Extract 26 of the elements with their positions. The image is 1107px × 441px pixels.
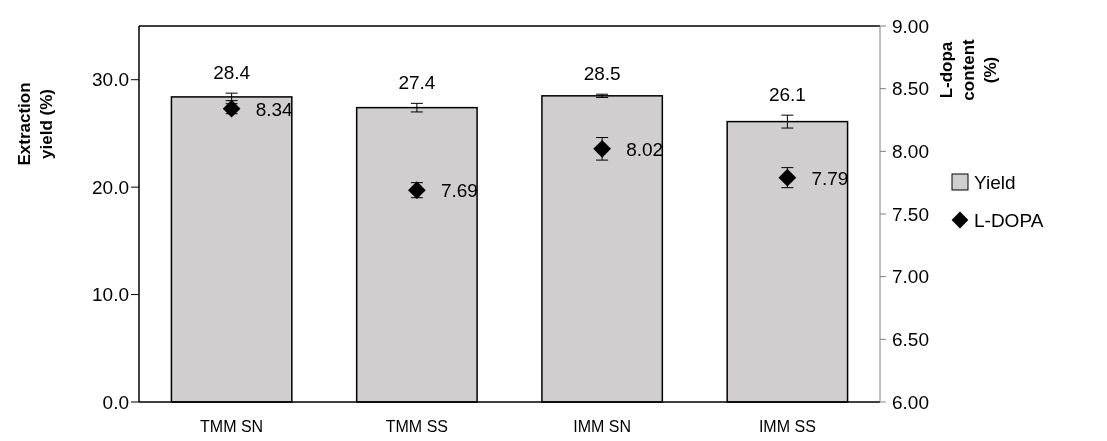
y2-tick-label: 8.00 bbox=[892, 140, 929, 162]
x-tick-label: IMM SS bbox=[758, 418, 816, 435]
y2-tick-label: 6.00 bbox=[892, 391, 929, 413]
y2-tick-label: 9.00 bbox=[892, 15, 929, 37]
data-label: 7.79 bbox=[811, 167, 849, 189]
data-label: 28.4 bbox=[213, 62, 251, 84]
y2-tick-label: 7.00 bbox=[892, 266, 929, 288]
legend-label: Yield bbox=[974, 171, 1016, 193]
y2-tick-label: 6.50 bbox=[892, 328, 929, 350]
y-tick-label: 10.0 bbox=[92, 284, 129, 306]
x-tick-label: IMM SN bbox=[573, 418, 632, 435]
y-tick-label: 30.0 bbox=[92, 69, 129, 91]
data-label: 8.02 bbox=[626, 138, 664, 160]
y2-tick-label: 8.50 bbox=[892, 78, 929, 100]
x-tick-label: TMM SS bbox=[385, 418, 448, 435]
point bbox=[222, 99, 241, 118]
y2-axis-title: L-dopa content (%) bbox=[937, 38, 1000, 101]
y-tick-label: 20.0 bbox=[92, 176, 129, 198]
data-label: 28.5 bbox=[583, 63, 621, 85]
x-tick-label: TMM SN bbox=[200, 418, 264, 435]
y-tick-label: 0.0 bbox=[102, 391, 129, 413]
data-label: 27.4 bbox=[398, 72, 436, 94]
data-label: 26.1 bbox=[768, 84, 806, 106]
y2-tick-label: 7.50 bbox=[892, 203, 929, 225]
legend-label: L-DOPA bbox=[974, 209, 1044, 231]
y-axis-title: Extraction yield (%) bbox=[15, 82, 56, 166]
